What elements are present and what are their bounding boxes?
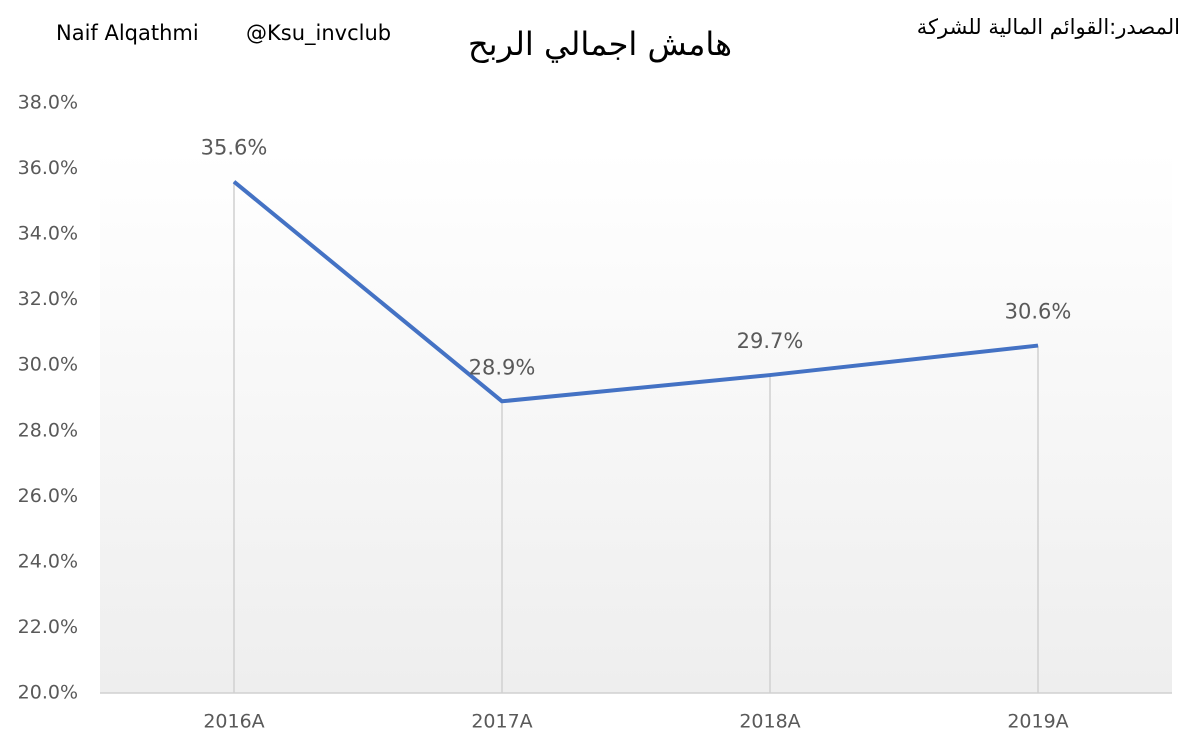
data-label: 35.6% xyxy=(201,136,268,160)
y-tick-label: 24.0% xyxy=(18,550,78,572)
data-label: 30.6% xyxy=(1005,300,1072,324)
y-tick-label: 22.0% xyxy=(18,616,78,638)
plot-background xyxy=(100,150,1172,693)
x-tick-label: 2018A xyxy=(739,711,800,733)
y-tick-label: 38.0% xyxy=(18,92,78,114)
x-tick-label: 2016A xyxy=(203,711,264,733)
x-tick-label: 2017A xyxy=(471,711,532,733)
y-tick-label: 36.0% xyxy=(18,157,78,179)
y-tick-label: 20.0% xyxy=(18,682,78,704)
source: المصدر:القوائم المالية للشركة xyxy=(917,15,1180,40)
x-tick-label: 2019A xyxy=(1007,711,1068,733)
chart-title: هامش اجمالي الربح xyxy=(468,25,732,63)
y-tick-label: 30.0% xyxy=(18,354,78,376)
y-tick-label: 32.0% xyxy=(18,288,78,310)
line-series xyxy=(232,180,1039,404)
y-tick-label: 26.0% xyxy=(18,485,78,507)
handle: @Ksu_invclub xyxy=(246,21,391,46)
y-tick-label: 34.0% xyxy=(18,223,78,245)
data-label: 29.7% xyxy=(737,329,804,353)
author: Naif Alqathmi xyxy=(56,21,199,45)
y-tick-label: 28.0% xyxy=(18,419,78,441)
data-label: 28.9% xyxy=(469,355,536,379)
